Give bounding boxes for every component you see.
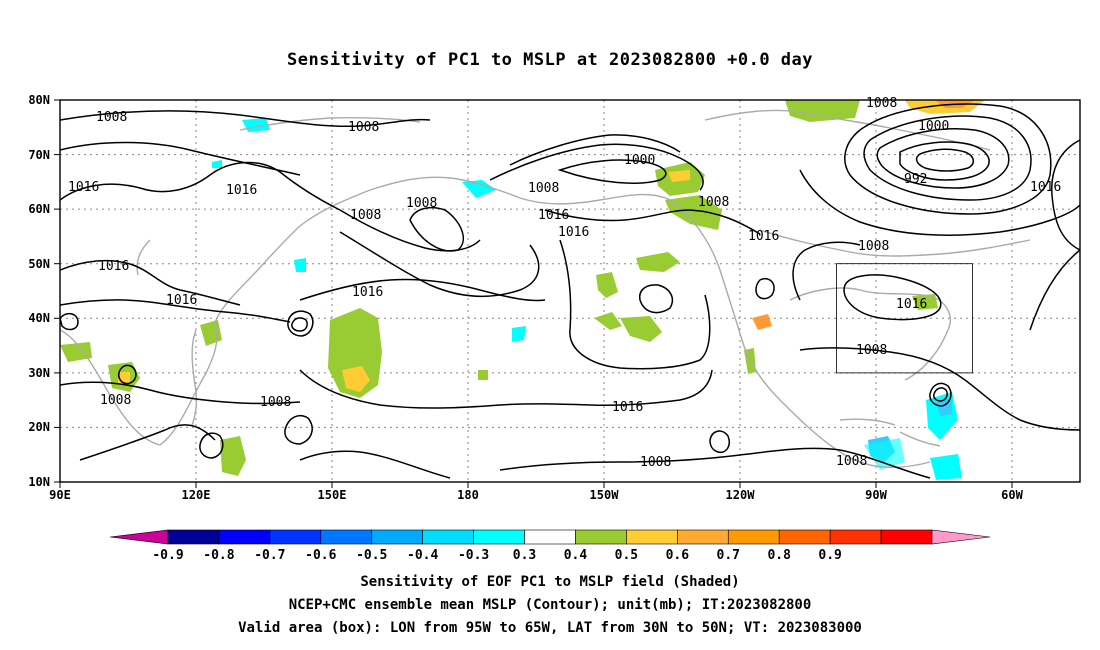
colorbar-label: -0.5 <box>356 548 387 563</box>
colorbar-swatch <box>422 529 474 545</box>
colorbar-swatch <box>167 529 220 545</box>
contour-label: 1016 <box>166 293 197 308</box>
colorbar-label: 0.8 <box>767 548 791 563</box>
colorbar-label: 0.6 <box>666 548 690 563</box>
grid-lines <box>60 100 1080 482</box>
colorbar-swatch <box>626 529 678 545</box>
colorbar-label: -0.3 <box>458 548 489 563</box>
lon-tick-label: 120W <box>726 488 756 502</box>
contour-label: 1008 <box>96 110 127 125</box>
colorbar-label: 0.3 <box>513 548 536 563</box>
lat-tick-label: 50N <box>28 257 50 271</box>
colorbar-label: -0.7 <box>254 548 285 563</box>
lat-tick-label: 60N <box>28 202 50 216</box>
contour-label: 1016 <box>896 297 927 312</box>
colorbar-swatch <box>677 529 729 545</box>
contour-label: 1008 <box>348 120 379 135</box>
contour-label: 1008 <box>858 239 889 254</box>
contour-label: 1008 <box>406 196 437 211</box>
map-frame <box>59 99 1081 483</box>
contour-label: 1000 <box>918 119 949 134</box>
lat-tick-label: 80N <box>28 93 50 107</box>
contour-label: 1016 <box>68 180 99 195</box>
contour-label: 1008 <box>528 181 559 196</box>
lat-tick-label: 10N <box>28 475 50 489</box>
colorbar-swatch <box>575 529 627 545</box>
lat-tick-label: 30N <box>28 366 50 380</box>
contour-label: 1008 <box>100 393 131 408</box>
caption-line-1: Sensitivity of EOF PC1 to MSLP field (Sh… <box>360 574 740 590</box>
valid-area-box <box>836 263 973 374</box>
lon-tick-label: 60W <box>1001 488 1023 502</box>
lon-axis: 90E 120E 150E 180 150W 120W 90W 60W <box>49 482 1024 502</box>
colorbar-label: 0.4 <box>564 548 588 563</box>
colorbar-swatch <box>880 529 933 545</box>
colorbar-swatch <box>727 529 780 545</box>
lon-tick-label: 150W <box>590 488 620 502</box>
coastlines <box>60 109 1031 469</box>
map-title: Sensitivity of PC1 to MSLP at 2023082800… <box>286 50 813 70</box>
colorbar-swatch <box>931 529 991 545</box>
colorbar-label: -0.8 <box>203 548 234 563</box>
contour-label: 1016 <box>558 225 589 240</box>
contour-label: 1008 <box>856 343 887 358</box>
contour-labels: 1008 1008 1016 1016 1016 1016 1008 1008 … <box>68 110 1061 470</box>
contour-label: 992 <box>904 172 927 187</box>
contour-label: 1016 <box>352 285 383 300</box>
contour-label: 1008 <box>836 454 867 469</box>
lon-tick-label: 120E <box>182 488 211 502</box>
negative-sensitivity-shading <box>212 118 962 480</box>
colorbar-label: -0.9 <box>152 548 183 563</box>
contour-label: 1008 <box>640 455 671 470</box>
colorbar <box>109 529 991 545</box>
colorbar-swatch <box>320 529 373 545</box>
contour-label: 1000 <box>624 153 655 168</box>
colorbar-swatch <box>473 529 525 545</box>
colorbar-swatch <box>829 529 882 545</box>
caption-line-3: Valid area (box): LON from 95W to 65W, L… <box>238 620 862 636</box>
colorbar-swatch <box>524 529 576 545</box>
lon-tick-label: 90W <box>865 488 887 502</box>
colorbar-label: -0.6 <box>305 548 336 563</box>
colorbar-label: 0.9 <box>818 548 841 563</box>
lon-tick-label: 180 <box>457 488 479 502</box>
colorbar-swatch <box>371 529 423 545</box>
lat-tick-label: 20N <box>28 420 50 434</box>
contour-label: 1016 <box>612 400 643 415</box>
contour-label: 1016 <box>98 259 129 274</box>
contour-label: 1016 <box>748 229 779 244</box>
colorbar-swatch <box>269 529 322 545</box>
colorbar-label: 0.7 <box>717 548 740 563</box>
contour-label: 1016 <box>226 183 257 198</box>
contour-label: 1008 <box>698 195 729 210</box>
lat-tick-label: 40N <box>28 311 50 325</box>
lat-tick-label: 70N <box>28 148 50 162</box>
colorbar-label: -0.4 <box>407 548 438 563</box>
contour-label: 1008 <box>350 208 381 223</box>
contour-label: 1016 <box>1030 180 1061 195</box>
colorbar-swatch <box>218 529 271 545</box>
caption-line-2: NCEP+CMC ensemble mean MSLP (Contour); u… <box>288 597 812 613</box>
lon-tick-label: 150E <box>318 488 347 502</box>
colorbar-swatch <box>109 529 169 545</box>
contour-label: 1008 <box>260 395 291 410</box>
contour-label: 1008 <box>866 96 897 111</box>
colorbar-labels: -0.9 -0.8 -0.7 -0.6 -0.5 -0.4 -0.3 0.3 0.4 0.5 0.6… <box>152 548 842 563</box>
colorbar-label: 0.5 <box>615 548 638 563</box>
colorbar-swatch <box>778 529 831 545</box>
lon-tick-label: 90E <box>49 488 71 502</box>
contour-label: 1016 <box>538 208 569 223</box>
mslp-contours <box>60 103 1080 479</box>
lat-axis: 80N 70N 60N 50N 40N 30N 20N 10N <box>28 93 60 489</box>
